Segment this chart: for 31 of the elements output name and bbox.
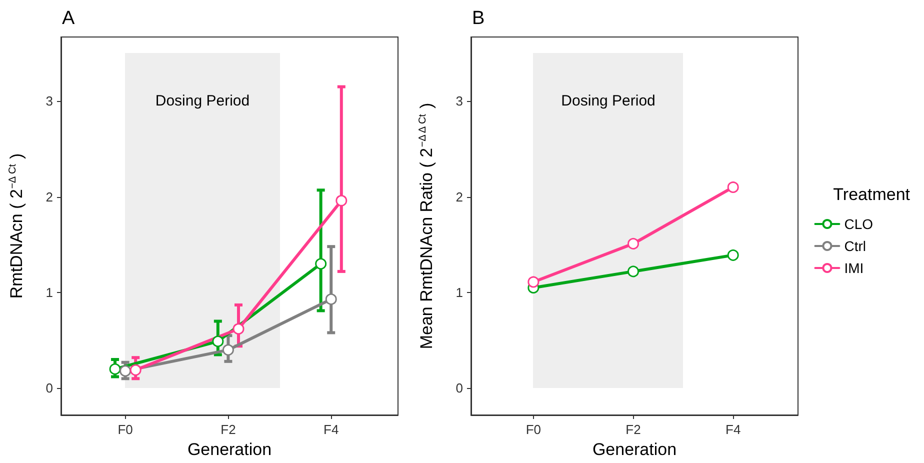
x-tick-label: F4 bbox=[324, 422, 339, 437]
y-tick-label: 2 bbox=[456, 189, 463, 204]
x-tick-label: F2 bbox=[220, 422, 236, 437]
y-tick-label: 0 bbox=[46, 380, 53, 396]
y-tick-label: 1 bbox=[46, 285, 53, 300]
legend-label: Ctrl bbox=[844, 238, 866, 254]
y-tick-label: 3 bbox=[456, 94, 463, 109]
x-tick-label: F0 bbox=[526, 422, 541, 437]
point bbox=[528, 276, 540, 288]
annotation: Dosing Period bbox=[155, 92, 250, 110]
chart-title: B bbox=[472, 8, 485, 29]
point bbox=[727, 249, 739, 261]
y-tick-label: 0 bbox=[456, 380, 463, 396]
point bbox=[628, 266, 639, 278]
x-tick-label: F0 bbox=[118, 422, 133, 437]
x-axis-title: Generation bbox=[592, 440, 677, 459]
y-tick-label: 2 bbox=[46, 189, 53, 204]
point bbox=[727, 181, 739, 193]
x-axis-title: Generation bbox=[187, 440, 272, 459]
chart-title: A bbox=[62, 8, 75, 29]
annotation: Dosing Period bbox=[561, 92, 656, 110]
legend-label: IMI bbox=[844, 260, 864, 276]
y-tick-label: 1 bbox=[456, 285, 463, 300]
x-tick-label: F4 bbox=[726, 422, 741, 437]
y-tick-label: 3 bbox=[46, 94, 53, 109]
legend-title: Treatment bbox=[833, 185, 910, 204]
legend-label: CLO bbox=[844, 216, 874, 232]
y-axis-title: RmtDNAcn ( 2−Δ Ct ) bbox=[7, 153, 26, 299]
y-axis-title: Mean RmtDNAcn Ratio ( 2−Δ Δ Ct ) bbox=[417, 102, 436, 350]
x-tick-label: F2 bbox=[626, 422, 641, 437]
point bbox=[628, 238, 639, 250]
